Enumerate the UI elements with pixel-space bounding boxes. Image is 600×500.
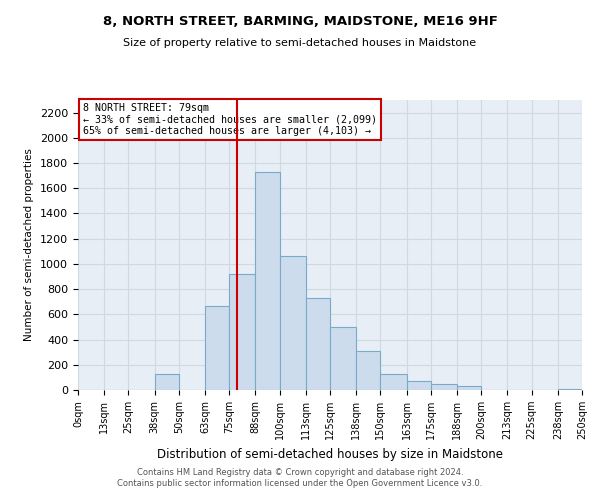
Bar [256, 172, 280, 390]
Bar [155, 374, 179, 390]
Text: 8 NORTH STREET: 79sqm
← 33% of semi-detached houses are smaller (2,099)
65% of s: 8 NORTH STREET: 79sqm ← 33% of semi-deta… [83, 103, 377, 136]
Text: 8, NORTH STREET, BARMING, MAIDSTONE, ME16 9HF: 8, NORTH STREET, BARMING, MAIDSTONE, ME1… [103, 15, 497, 28]
Text: Contains HM Land Registry data © Crown copyright and database right 2024.
Contai: Contains HM Land Registry data © Crown c… [118, 468, 482, 487]
Bar [380, 374, 407, 390]
Bar [457, 386, 481, 390]
X-axis label: Distribution of semi-detached houses by size in Maidstone: Distribution of semi-detached houses by … [157, 448, 503, 460]
Bar [229, 274, 256, 390]
Bar [558, 388, 582, 390]
Bar [431, 384, 457, 390]
Y-axis label: Number of semi-detached properties: Number of semi-detached properties [25, 148, 34, 342]
Text: Size of property relative to semi-detached houses in Maidstone: Size of property relative to semi-detach… [124, 38, 476, 48]
Bar [330, 327, 356, 390]
Bar [306, 298, 330, 390]
Bar [280, 256, 306, 390]
Bar [407, 381, 431, 390]
Bar [356, 351, 380, 390]
Bar [205, 306, 229, 390]
